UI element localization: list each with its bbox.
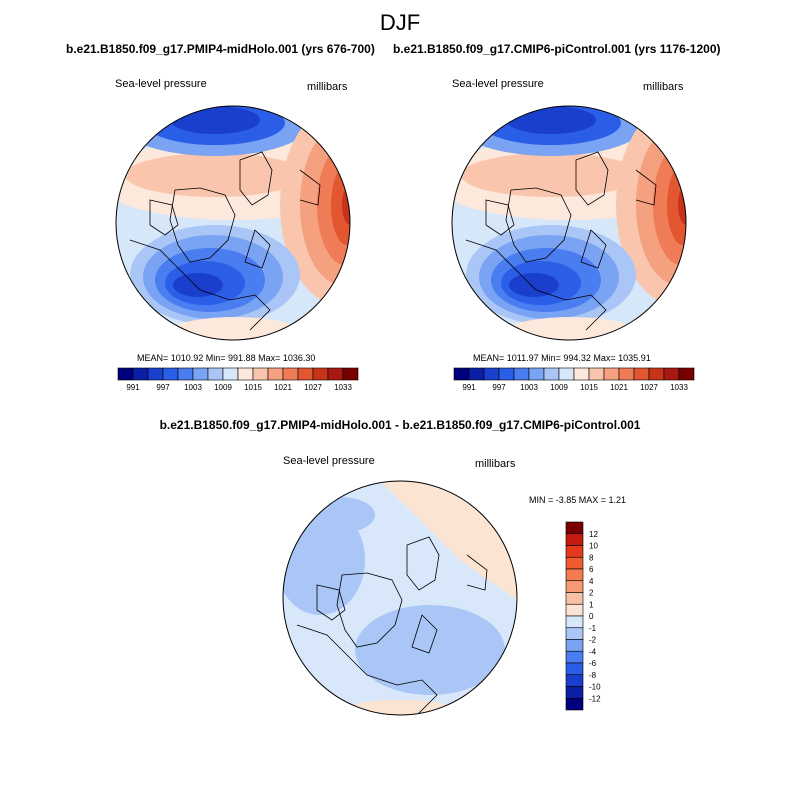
colorbar-swatch xyxy=(588,367,605,381)
colorbar-tick-label: 12 xyxy=(589,530,598,539)
colorbar-tick-label: -10 xyxy=(589,683,601,692)
colorbar-swatch xyxy=(565,556,584,570)
colorbar-swatch xyxy=(252,367,269,381)
colorbar-swatch xyxy=(117,367,134,381)
diff-panel-stats: MIN = -3.85 MAX = 1.21 xyxy=(529,495,627,505)
colorbar-swatch xyxy=(565,650,584,664)
colorbar-tick-label: 1015 xyxy=(244,383,262,392)
colorbar-tick-label: 997 xyxy=(492,383,506,392)
diff-panel-title: b.e21.B1850.f09_g17.PMIP4-midHolo.001 - … xyxy=(159,418,641,432)
colorbar-tick-label: 1021 xyxy=(610,383,628,392)
colorbar-tick-label: 1021 xyxy=(274,383,292,392)
colorbar-tick-label: -12 xyxy=(589,694,601,703)
colorbar-tick-label: -6 xyxy=(589,659,597,668)
colorbar-tick-label: 1003 xyxy=(520,383,538,392)
colorbar-tick-label: 10 xyxy=(589,542,598,551)
colorbar-tick-label: 997 xyxy=(156,383,170,392)
colorbar-swatch xyxy=(618,367,635,381)
colorbar-swatch xyxy=(177,367,194,381)
panel-left-stats: MEAN= 1010.92 Min= 991.88 Max= 1036.30 xyxy=(137,353,316,363)
panel-right-stats: MEAN= 1011.97 Min= 994.32 Max= 1035.91 xyxy=(473,353,651,363)
map-right xyxy=(452,106,686,340)
colorbar-swatch xyxy=(207,367,224,381)
colorbar-tick-label: 1033 xyxy=(670,383,688,392)
colorbar-swatch xyxy=(558,367,575,381)
colorbar-swatch xyxy=(528,367,545,381)
colorbar-swatch xyxy=(222,367,239,381)
colorbar-tick-label: 1033 xyxy=(334,383,352,392)
panel-right-variable: Sea-level pressure xyxy=(452,78,544,90)
colorbar-swatch xyxy=(565,697,584,711)
colorbar-tick-label: 2 xyxy=(589,589,594,598)
colorbar-swatch xyxy=(282,367,299,381)
colorbar-swatch xyxy=(565,592,584,605)
colorbar-tick-label: 991 xyxy=(126,383,140,392)
colorbar-swatch xyxy=(565,533,584,546)
panel-right-units: millibars xyxy=(643,81,684,93)
colorbar-left: 991 997 1003 1009 1015 1021 1027 1033 xyxy=(117,367,359,392)
panel-left-title: b.e21.B1850.f09_g17.PMIP4-midHolo.001 (y… xyxy=(66,42,375,56)
colorbar-swatch xyxy=(147,367,164,381)
colorbar-swatch xyxy=(267,367,284,381)
colorbar-swatch xyxy=(312,367,329,381)
colorbar-swatch xyxy=(565,627,584,640)
colorbar-tick-label: 1003 xyxy=(184,383,202,392)
colorbar-swatch xyxy=(297,367,314,381)
colorbar-swatch xyxy=(192,367,209,381)
colorbar-swatch xyxy=(565,580,584,593)
colorbar-swatch xyxy=(633,367,650,381)
colorbar-tick-label: -2 xyxy=(589,636,597,645)
colorbar-swatch xyxy=(565,639,584,652)
colorbar-tick-label: -8 xyxy=(589,671,597,680)
colorbar-tick-label: 1009 xyxy=(214,383,232,392)
map-difference xyxy=(283,481,517,715)
colorbar-tick-label: 1027 xyxy=(640,383,658,392)
colorbar-swatch xyxy=(565,615,584,629)
panel-left-variable: Sea-level pressure xyxy=(115,78,207,90)
colorbar-swatch xyxy=(565,674,584,687)
colorbar-swatch xyxy=(663,367,680,381)
colorbar-swatch xyxy=(513,367,530,381)
colorbar-tick-label: 1015 xyxy=(580,383,598,392)
colorbar-tick-label: 991 xyxy=(462,383,476,392)
colorbar-swatch xyxy=(565,603,584,617)
colorbar-tick-label: 6 xyxy=(589,565,594,574)
map-left xyxy=(116,106,350,340)
colorbar-swatch xyxy=(648,367,665,381)
colorbar-right: 991 997 1003 1009 1015 1021 1027 1033 xyxy=(453,367,695,392)
colorbar-swatch xyxy=(132,367,149,381)
colorbar-swatch xyxy=(468,367,485,381)
colorbar-swatch xyxy=(565,662,584,676)
colorbar-swatch xyxy=(565,521,584,535)
colorbar-tick-label: 1 xyxy=(589,600,594,609)
colorbar-swatch xyxy=(342,367,359,381)
colorbar-swatch xyxy=(498,367,515,381)
colorbar-swatch xyxy=(162,367,179,381)
colorbar-swatch xyxy=(327,367,344,381)
diff-panel-variable: Sea-level pressure xyxy=(283,455,375,467)
colorbar-swatch xyxy=(565,568,584,582)
colorbar-swatch xyxy=(573,367,590,381)
colorbar-tick-label: 8 xyxy=(589,553,594,562)
colorbar-swatch xyxy=(565,545,584,558)
colorbar-tick-label: 0 xyxy=(589,612,594,621)
panel-right-title: b.e21.B1850.f09_g17.CMIP6-piControl.001 … xyxy=(393,42,721,56)
colorbar-tick-label: 1009 xyxy=(550,383,568,392)
colorbar-tick-label: 4 xyxy=(589,577,594,586)
diff-panel-units: millibars xyxy=(475,458,516,470)
colorbar-swatch xyxy=(237,367,254,381)
colorbar-swatch xyxy=(453,367,470,381)
page-title: DJF xyxy=(379,10,421,35)
colorbar-tick-label: 1027 xyxy=(304,383,322,392)
panel-left-units: millibars xyxy=(307,81,348,93)
colorbar-swatch xyxy=(565,686,584,699)
colorbar-swatch xyxy=(483,367,500,381)
colorbar-swatch xyxy=(543,367,560,381)
colorbar-swatch xyxy=(678,367,695,381)
colorbar-tick-label: -1 xyxy=(589,624,597,633)
colorbar-tick-label: -4 xyxy=(589,647,597,656)
colorbar-swatch xyxy=(603,367,620,381)
